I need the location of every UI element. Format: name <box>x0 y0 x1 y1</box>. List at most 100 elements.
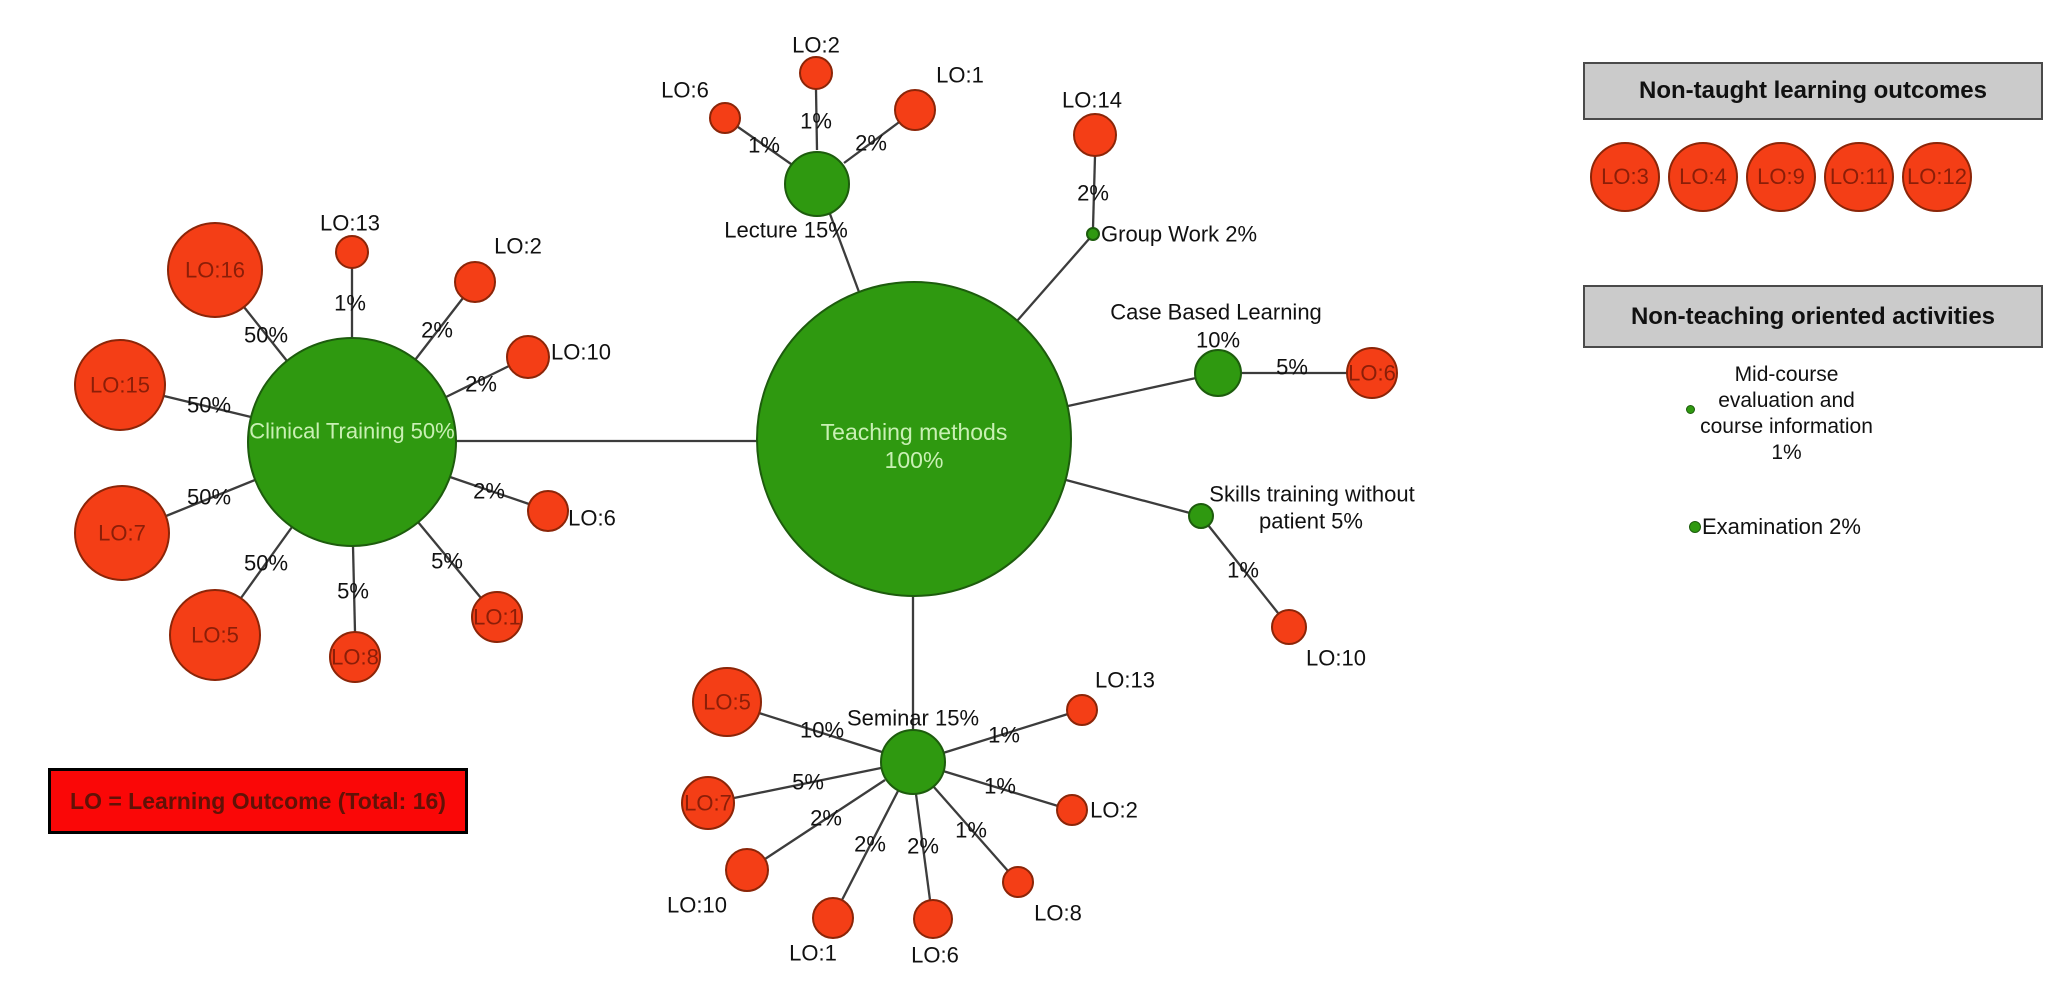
lo-name-label: LO:1 <box>789 941 837 966</box>
edge-percent-label: 10% <box>800 718 844 743</box>
edge-percent-label: 1% <box>334 291 366 316</box>
edge-percent-label: 50% <box>187 393 231 418</box>
node-label-teaching-methods: 100% <box>885 447 944 473</box>
node-label-clinical-lo7: LO:7 <box>98 521 146 546</box>
node-label-clinical-lo8: LO:8 <box>331 645 379 670</box>
node-clinical-lo1 <box>471 591 523 643</box>
node-clinical-lo15 <box>74 339 166 431</box>
method-name-label: 10% <box>1196 328 1240 353</box>
edge-percent-label: 50% <box>187 485 231 510</box>
node-clinical-lo8 <box>329 631 381 683</box>
edge-line <box>163 394 252 419</box>
edge-line <box>351 545 357 633</box>
node-teaching-methods <box>756 281 1072 597</box>
edge-line <box>764 779 886 860</box>
edge-line <box>840 790 900 901</box>
node-lecture <box>784 151 850 217</box>
edge-percent-label: 5% <box>792 770 824 795</box>
edge-line <box>914 793 932 901</box>
edge-line <box>843 119 903 164</box>
node-label-seminar-lo7: LO:7 <box>684 791 732 816</box>
node-cbl-lo6 <box>1346 347 1398 399</box>
edge-line <box>165 478 256 518</box>
node-lecture-lo6 <box>709 102 741 134</box>
node-label-clinical-lo5: LO:5 <box>191 623 239 648</box>
lo-name-label: LO:1 <box>936 63 984 88</box>
node-clinical-lo5 <box>169 589 261 681</box>
node-seminar-lo5 <box>692 667 762 737</box>
node-clinical-lo6 <box>527 490 569 532</box>
lo-name-label: LO:10 <box>1306 646 1366 671</box>
edge-percent-label: 2% <box>1077 181 1109 206</box>
node-group-work <box>1086 227 1100 241</box>
node-clinical-lo16 <box>167 222 263 318</box>
edge-percent-label: 5% <box>1276 355 1308 380</box>
edge-percent-label: 50% <box>244 551 288 576</box>
non-taught-lo-chip: LO:4 <box>1668 142 1738 212</box>
node-groupwork-lo14 <box>1073 113 1117 157</box>
node-clinical-training <box>247 337 457 547</box>
edge-line <box>243 306 288 362</box>
edge-line <box>1016 238 1090 322</box>
non-taught-lo-chip: LO:12 <box>1902 142 1972 212</box>
edge-line <box>942 712 1069 755</box>
non-taught-lo-row: LO:3 LO:4 LO:9 LO:11 LO:12 <box>1590 142 1972 212</box>
edge-line <box>414 297 464 361</box>
node-seminar <box>880 729 946 795</box>
edge-percent-label: 2% <box>907 834 939 859</box>
node-lecture-lo1 <box>894 89 936 131</box>
non-taught-lo-chip: LO:9 <box>1746 142 1816 212</box>
edge-percent-label: 1% <box>800 109 832 134</box>
edge-percent-label: 1% <box>748 133 780 158</box>
node-seminar-lo13 <box>1066 694 1098 726</box>
node-label-clinical-lo15: LO:15 <box>90 373 150 398</box>
non-taught-lo-chip: LO:3 <box>1590 142 1660 212</box>
method-name-label: Group Work 2% <box>1101 222 1257 247</box>
node-clinical-lo10 <box>506 335 550 379</box>
edge-percent-label: 2% <box>421 318 453 343</box>
node-seminar-lo7 <box>681 776 735 830</box>
edge-percent-label: 2% <box>465 372 497 397</box>
edge-line <box>932 785 1009 872</box>
non-teaching-activities-header: Non-teaching oriented activities <box>1583 285 2043 348</box>
lo-name-label: LO:2 <box>1090 798 1138 823</box>
lo-name-label: LO:2 <box>792 33 840 58</box>
edge-line <box>445 364 510 399</box>
edge-line <box>758 711 883 754</box>
node-label-teaching-methods: Teaching methods <box>821 419 1008 445</box>
examination-node-icon <box>1689 521 1701 533</box>
edge-percent-label: 2% <box>473 479 505 504</box>
edge-line <box>733 766 882 800</box>
edge-percent-label: 2% <box>855 131 887 156</box>
edge-percent-label: 5% <box>431 549 463 574</box>
edge-percent-label: 5% <box>337 579 369 604</box>
node-seminar-lo2 <box>1056 794 1088 826</box>
lo-name-label: LO:14 <box>1062 88 1122 113</box>
edge-percent-label: 1% <box>1227 558 1259 583</box>
node-skills-lo10 <box>1271 609 1307 645</box>
node-seminar-lo8 <box>1002 866 1034 898</box>
lo-name-label: LO:2 <box>494 234 542 259</box>
lo-name-label: LO:13 <box>320 211 380 236</box>
node-clinical-lo13 <box>335 235 369 269</box>
non-taught-lo-chip: LO:11 <box>1824 142 1894 212</box>
node-clinical-lo2 <box>454 261 496 303</box>
edge-percent-label: 1% <box>988 723 1020 748</box>
examination-activity-label: Examination 2% <box>1702 514 1861 539</box>
edge-line <box>417 521 482 599</box>
node-label-seminar-lo5: LO:5 <box>703 690 751 715</box>
lo-name-label: LO:6 <box>661 78 709 103</box>
lo-name-label: LO:6 <box>911 943 959 968</box>
edge-percent-label: 1% <box>984 774 1016 799</box>
midcourse-node-icon <box>1686 405 1695 414</box>
edge-line <box>737 126 792 165</box>
method-name-label: Skills training without <box>1209 482 1414 507</box>
edge-line <box>942 769 1059 808</box>
edge-line <box>240 526 293 599</box>
edge-line <box>1065 478 1191 515</box>
method-name-label: Case Based Learning <box>1110 300 1322 325</box>
method-name-label: Seminar 15% <box>847 706 979 731</box>
lo-name-label: LO:6 <box>568 506 616 531</box>
node-clinical-lo7 <box>74 485 170 581</box>
